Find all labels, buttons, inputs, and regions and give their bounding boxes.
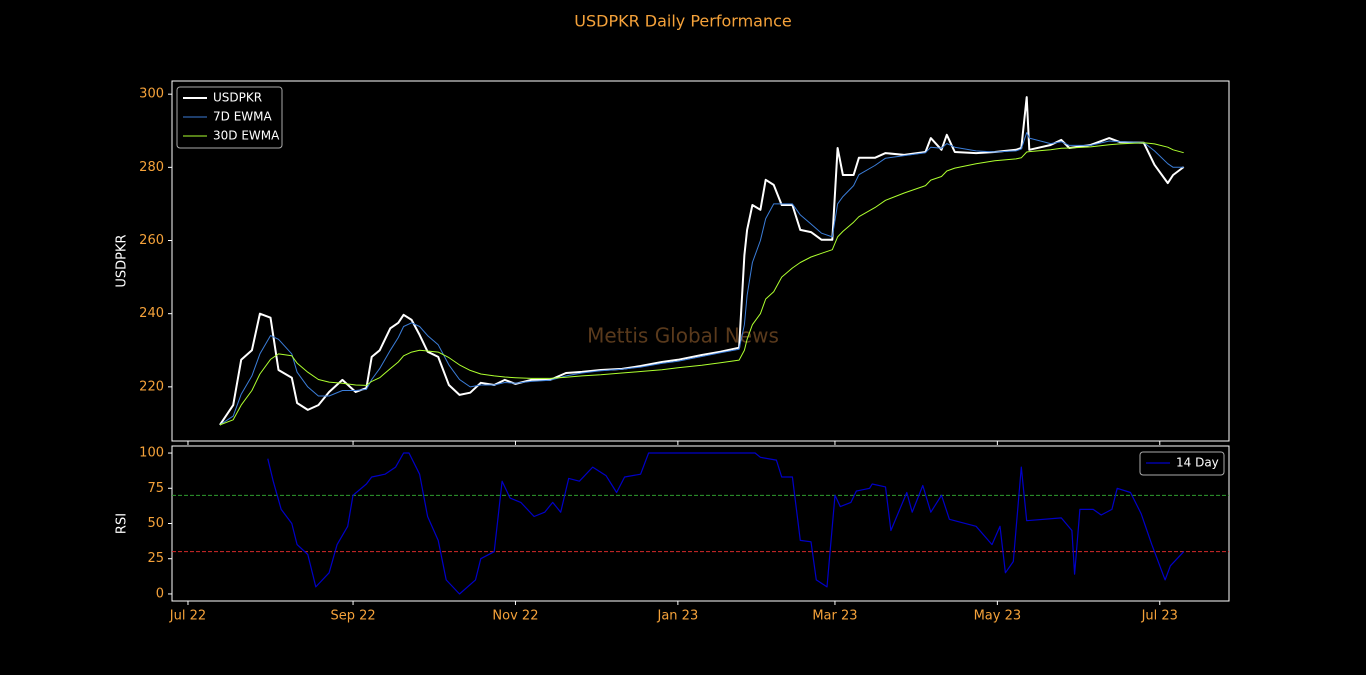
legend-label: USDPKR bbox=[213, 91, 262, 105]
legend-label: 7D EWMA bbox=[213, 110, 272, 124]
series-line bbox=[219, 96, 1185, 426]
x-tick-label: Mar 23 bbox=[812, 609, 857, 624]
series-line bbox=[219, 132, 1184, 426]
plot-area bbox=[171, 80, 1230, 442]
y-tick-label: 300 bbox=[139, 87, 164, 102]
y-axis-label: USDPKR bbox=[115, 234, 130, 287]
x-tick-label: Nov 22 bbox=[492, 609, 538, 624]
legend-box bbox=[1139, 451, 1225, 476]
y-tick-label: 75 bbox=[147, 481, 164, 496]
y-tick-label: 50 bbox=[147, 516, 164, 531]
y-axis-label: RSI bbox=[115, 513, 130, 534]
series-line bbox=[267, 452, 1185, 595]
x-tick-label: Jul 23 bbox=[1141, 609, 1178, 624]
y-tick-label: 260 bbox=[139, 233, 164, 248]
x-tick-label: Jan 23 bbox=[657, 609, 699, 624]
legend-label: 14 Day bbox=[1176, 456, 1219, 470]
x-tick-label: Sep 22 bbox=[330, 609, 375, 624]
legend-label: 30D EWMA bbox=[213, 129, 280, 143]
x-tick-label: Jul 22 bbox=[169, 609, 206, 624]
watermark: Mettis Global News bbox=[587, 324, 779, 348]
series-line bbox=[219, 142, 1184, 426]
chart-title: USDPKR Daily Performance bbox=[574, 12, 792, 31]
y-tick-label: 0 bbox=[156, 586, 164, 601]
y-tick-label: 240 bbox=[139, 306, 164, 321]
plot-area bbox=[171, 445, 1230, 602]
y-tick-label: 25 bbox=[147, 551, 164, 566]
x-tick-label: May 23 bbox=[974, 609, 1022, 624]
y-tick-label: 280 bbox=[139, 160, 164, 175]
y-tick-label: 220 bbox=[139, 379, 164, 394]
legend-box bbox=[176, 86, 283, 149]
y-tick-label: 100 bbox=[139, 446, 164, 461]
